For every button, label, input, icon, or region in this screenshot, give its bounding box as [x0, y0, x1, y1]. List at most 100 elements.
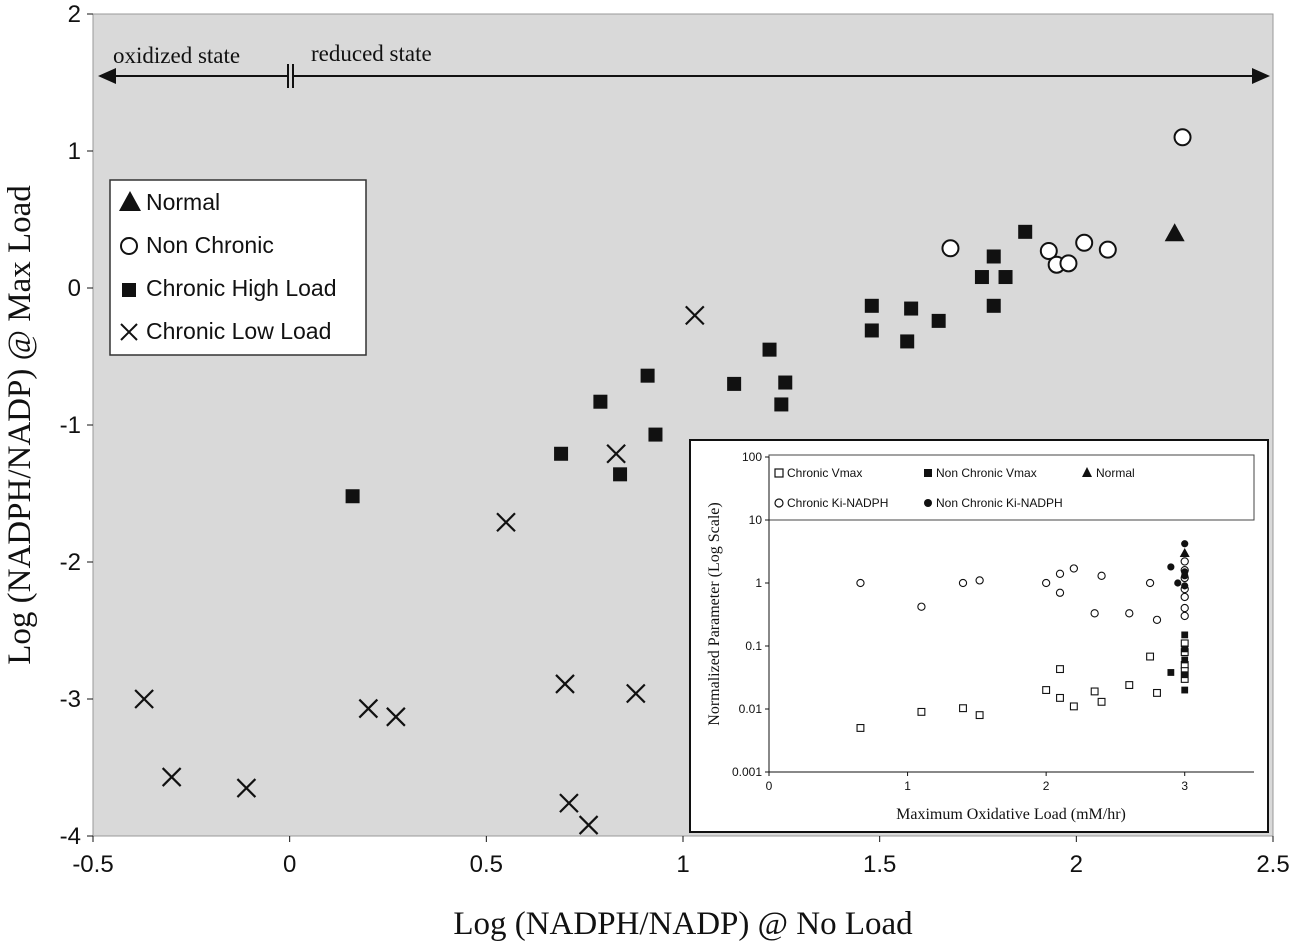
inset-chronic-vmax-point — [1069, 702, 1078, 711]
main-data-points — [134, 128, 1192, 835]
y-tick-label: -4 — [60, 823, 81, 850]
inset-chronic-vmax-point — [856, 724, 865, 732]
chronic-low-load-point — [386, 707, 406, 727]
inset-chronic-ki-nadph-point — [1097, 571, 1106, 580]
non-chronic-point — [1173, 128, 1192, 147]
chronic-low-load-point — [134, 689, 154, 709]
inset-chronic-vmax-point — [1090, 687, 1099, 696]
inset-chronic-vmax-point — [1056, 665, 1064, 674]
inset-chronic-ki-nadph-point — [1055, 569, 1065, 578]
normal-point — [1164, 223, 1185, 242]
x-tick-label: 1.5 — [863, 851, 896, 878]
x-axis-title: Log (NADPH/NADP) @ No Load — [453, 906, 913, 942]
inset-chronic-ki-nadph-point — [1145, 578, 1155, 588]
y-tick-label: 1 — [68, 138, 81, 165]
inset-legend-chronic-ki-label: Chronic Ki-NADPH — [787, 496, 888, 510]
chronic-low-load-point — [559, 793, 579, 813]
inset-y-tick-label: 100 — [742, 450, 762, 464]
legend-normal-label: Normal — [146, 189, 220, 215]
chronic-high-load-point — [762, 342, 777, 357]
x-tick-label: -0.5 — [72, 851, 113, 878]
inset-legend-non-chronic-ki-icon — [924, 499, 932, 507]
chronic-high-load-point — [648, 427, 663, 442]
inset-chronic-ki-nadph-point — [917, 602, 926, 611]
y-tick-label: -3 — [60, 686, 81, 713]
chronic-low-load-point — [161, 767, 182, 787]
chronic-low-load-point — [496, 512, 516, 533]
inset-chronic-vmax-point — [1097, 697, 1106, 706]
chronic-high-load-point — [593, 394, 608, 409]
inset-chronic-vmax-point — [959, 704, 967, 713]
chronic-high-load-point — [904, 301, 919, 316]
inset-non-chronic-ki-nadph-point — [1181, 582, 1189, 590]
chronic-low-load-point — [606, 443, 626, 464]
chronic-high-load-point — [900, 334, 915, 349]
inset-y-tick-label: 1 — [755, 576, 762, 590]
inset-non-chronic-vmax-point — [1181, 671, 1189, 679]
legend-normal-icon — [119, 191, 141, 211]
chronic-high-load-point — [974, 270, 989, 285]
legend-non-chronic-label: Non Chronic — [146, 232, 274, 258]
inset-chronic-ki-nadph-point — [1041, 578, 1051, 588]
inset-chronic-ki-nadph-point — [958, 578, 968, 588]
non-chronic-point — [941, 239, 960, 258]
inset-chronic-vmax-point — [1153, 688, 1161, 697]
reduced-state-label: reduced state — [311, 41, 432, 66]
inset-non-chronic-vmax-point — [1181, 686, 1189, 694]
chronic-high-load-point — [998, 270, 1013, 285]
inset-non-chronic-vmax-point — [1181, 656, 1189, 664]
non-chronic-point — [1098, 240, 1117, 259]
chronic-high-load-point — [774, 397, 789, 412]
inset-chronic-ki-nadph-point — [1180, 611, 1189, 621]
inset-normal-point — [1179, 547, 1190, 557]
inset-legend-non-chronic-vmax-label: Non Chronic Vmax — [936, 466, 1037, 480]
chronic-high-load-point — [345, 489, 360, 504]
inset-legend-non-chronic-ki-label: Non Chronic Ki-NADPH — [936, 496, 1063, 510]
chronic-high-load-point — [986, 249, 1001, 264]
y-tick-label: -1 — [60, 412, 81, 439]
main-legend-box — [109, 179, 367, 356]
inset-non-chronic-vmax-point — [1181, 631, 1189, 639]
inset-chronic-ki-nadph-point — [1180, 557, 1189, 566]
inset-data-points — [856, 540, 1190, 732]
inset-x-tick-label: 3 — [1181, 779, 1188, 793]
inset-y-axis-title: Normalized Parameter (Log Scale) — [706, 502, 723, 725]
chronic-high-load-point — [613, 467, 628, 482]
inset-chronic-ki-nadph-point — [975, 576, 984, 585]
x-tick-label: 1 — [676, 851, 689, 878]
legend-chronic-high-icon — [122, 283, 136, 297]
inset-non-chronic-ki-nadph-point — [1181, 568, 1189, 576]
inset-chart: Chronic Vmax Non Chronic Vmax Normal Chr… — [689, 439, 1269, 833]
non-chronic-point — [1059, 254, 1078, 273]
chronic-high-load-point — [864, 298, 879, 313]
legend-non-chronic-icon — [120, 237, 138, 255]
x-tick-label: 2.5 — [1256, 851, 1289, 878]
chronic-low-load-point — [685, 305, 705, 326]
inset-x-axis-title: Maximum Oxidative Load (mM/hr) — [896, 806, 1126, 823]
y-axis-title: Log (NADPH/NADP) @ Max Load — [2, 185, 38, 665]
inset-y-tick-label: 0.01 — [739, 702, 763, 716]
inset-legend-chronic-vmax-label: Chronic Vmax — [787, 466, 862, 480]
chronic-low-load-point — [626, 683, 646, 704]
chronic-high-load-point — [554, 446, 569, 461]
chronic-low-load-point — [555, 674, 575, 694]
arrowhead-right-icon — [1252, 68, 1270, 84]
inset-non-chronic-vmax-point — [1167, 669, 1175, 676]
inset-chronic-ki-nadph-point — [856, 578, 865, 588]
chronic-low-load-point — [358, 698, 379, 719]
chronic-high-load-point — [864, 323, 879, 338]
inset-x-tick-label: 0 — [766, 779, 773, 793]
x-tick-label: 0 — [283, 851, 296, 878]
oxidized-state-label: oxidized state — [113, 43, 240, 68]
inset-chronic-ki-nadph-point — [1180, 603, 1189, 613]
inset-x-tick-label: 2 — [1043, 779, 1050, 793]
inset-chronic-ki-nadph-point — [1152, 615, 1162, 625]
inset-chronic-ki-nadph-point — [1090, 609, 1099, 618]
inset-y-tick-label: 0.001 — [732, 765, 762, 779]
x-tick-label: 0.5 — [470, 851, 503, 878]
non-chronic-point — [1039, 242, 1058, 261]
y-tick-label: -2 — [60, 549, 81, 576]
inset-legend-non-chronic-vmax-icon — [924, 469, 932, 477]
inset-chronic-ki-nadph-point — [1055, 588, 1065, 597]
